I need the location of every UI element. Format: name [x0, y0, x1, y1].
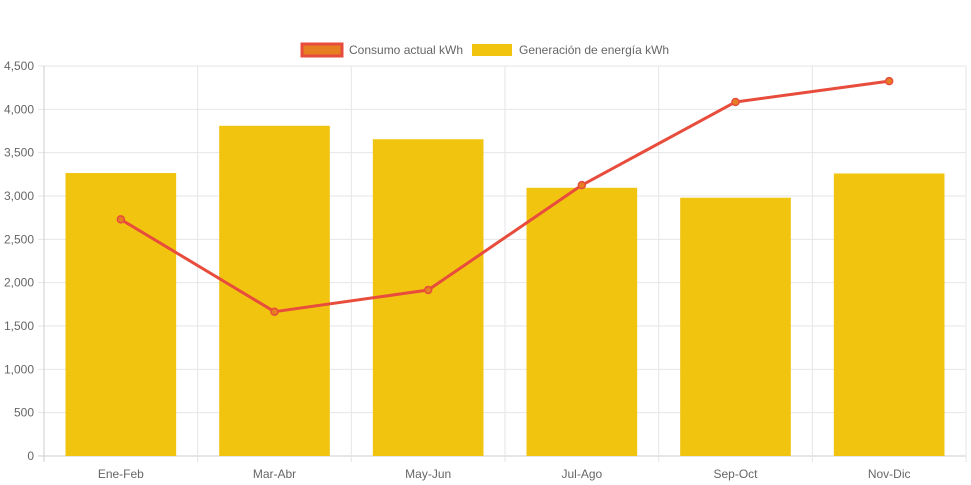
x-tick-label: May-Jun: [405, 467, 451, 481]
y-tick-label: 4,500: [4, 59, 34, 73]
point-consumo: [270, 307, 279, 316]
y-tick-label: 3,000: [4, 189, 34, 203]
bar-generacion: [680, 197, 791, 456]
y-tick-label: 4,000: [4, 102, 34, 116]
x-tick-label: Jul-Ago: [561, 467, 602, 481]
y-tick-label: 1,000: [4, 362, 34, 376]
bar-generacion: [833, 173, 945, 456]
y-tick-label: 3,500: [4, 146, 34, 160]
y-tick-label: 2,000: [4, 276, 34, 290]
point-consumo: [731, 97, 740, 107]
bar-generacion: [372, 139, 484, 456]
point-consumo: [116, 215, 126, 224]
y-tick-label: 1,500: [4, 319, 34, 333]
y-tick-label: 0: [27, 449, 34, 463]
x-tick-label: Nov-Dic: [868, 467, 911, 481]
point-consumo: [884, 76, 894, 86]
point-consumo: [423, 285, 433, 295]
x-tick-label: Mar-Abr: [253, 467, 296, 481]
x-tick-label: Ene-Feb: [98, 467, 144, 481]
legend-swatch-generacion: [472, 44, 512, 56]
point-consumo: [577, 180, 587, 190]
x-tick-label: Sep-Oct: [713, 467, 758, 481]
line-consumo: [120, 79, 890, 314]
y-tick-label: 2,500: [4, 232, 34, 246]
bar-generacion: [526, 187, 638, 456]
legend-swatch-consumo: [300, 42, 344, 58]
legend-label-generacion: Generación de energía kWh: [519, 43, 669, 57]
legend-label-consumo: Consumo actual kWh: [349, 43, 463, 57]
bar-generacion: [219, 125, 330, 457]
y-tick-label: 500: [14, 406, 34, 420]
